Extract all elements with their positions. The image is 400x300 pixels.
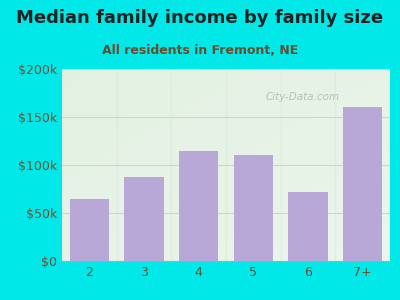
Bar	[62, 69, 117, 261]
Text: Median family income by family size: Median family income by family size	[16, 9, 384, 27]
Bar	[226, 69, 281, 261]
Bar	[124, 176, 164, 261]
Bar	[179, 151, 218, 261]
Bar	[171, 69, 226, 261]
Bar	[281, 69, 335, 261]
Bar	[70, 199, 109, 261]
Bar	[288, 192, 328, 261]
Bar	[234, 155, 273, 261]
Text: City-Data.com: City-Data.com	[265, 92, 340, 102]
Text: All residents in Fremont, NE: All residents in Fremont, NE	[102, 44, 298, 56]
Bar	[335, 69, 390, 261]
Bar	[117, 69, 171, 261]
Bar	[343, 107, 382, 261]
